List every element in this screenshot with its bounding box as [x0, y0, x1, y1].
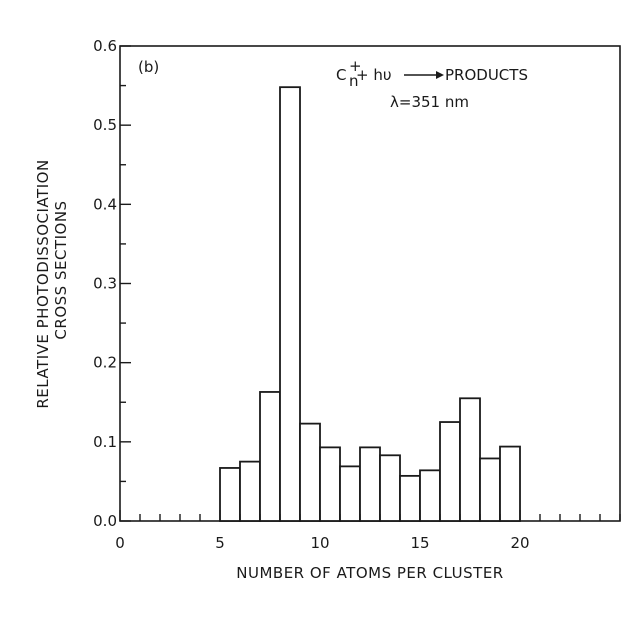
bar-n17	[439, 421, 461, 522]
y-tick-label: 0.4	[93, 195, 117, 213]
y-tick-label: 0.6	[93, 37, 117, 55]
y-axis-title-line2: CROSS SECTIONS	[52, 200, 70, 339]
bar-n13	[359, 446, 381, 522]
x-axis-ticks: 0 5 10 15 20	[115, 510, 621, 552]
y-tick-label: 0.5	[93, 116, 117, 134]
arrow-icon	[404, 71, 444, 79]
bar-n16	[419, 469, 441, 522]
bar-n9	[279, 86, 301, 522]
bar-n18	[459, 397, 481, 522]
bar-n6	[219, 467, 241, 522]
reaction-annotation: C n + + hυ PRODUCTS	[336, 57, 528, 90]
y-axis-title-line1: RELATIVE PHOTODISSOCIATION	[34, 159, 52, 408]
bar-n19	[479, 457, 501, 522]
y-axis-ticks: 0.0 0.1 0.2 0.3 0.4 0.5 0.6	[93, 37, 131, 530]
bar-n20	[499, 445, 521, 522]
x-tick-label: 5	[215, 534, 225, 552]
y-tick-label: 0.3	[93, 275, 117, 293]
reaction-mid: + hυ	[356, 66, 392, 84]
bar-n7	[239, 460, 261, 522]
y-tick-label: 0.1	[93, 433, 117, 451]
y-tick-label: 0.0	[93, 512, 117, 530]
bar-n12	[339, 465, 361, 522]
bar-n8	[259, 391, 281, 522]
bar-n10	[299, 422, 321, 522]
x-tick-label: 20	[510, 534, 529, 552]
reaction-lhs: C	[336, 66, 346, 84]
x-tick-label: 15	[410, 534, 429, 552]
panel-label: (b)	[138, 58, 159, 76]
bar-n11	[319, 446, 341, 522]
reaction-rhs: PRODUCTS	[445, 66, 528, 84]
x-axis-title: NUMBER OF ATOMS PER CLUSTER	[236, 564, 503, 582]
bars-group	[219, 86, 521, 522]
wavelength-annotation: λ=351 nm	[390, 93, 469, 111]
x-tick-label: 0	[115, 534, 125, 552]
bar-n15	[399, 474, 421, 522]
reaction-subscript: n	[349, 72, 359, 90]
y-tick-label: 0.2	[93, 354, 117, 372]
x-tick-label: 10	[310, 534, 329, 552]
bar-n14	[379, 454, 401, 522]
reaction-superscript: +	[349, 57, 362, 75]
